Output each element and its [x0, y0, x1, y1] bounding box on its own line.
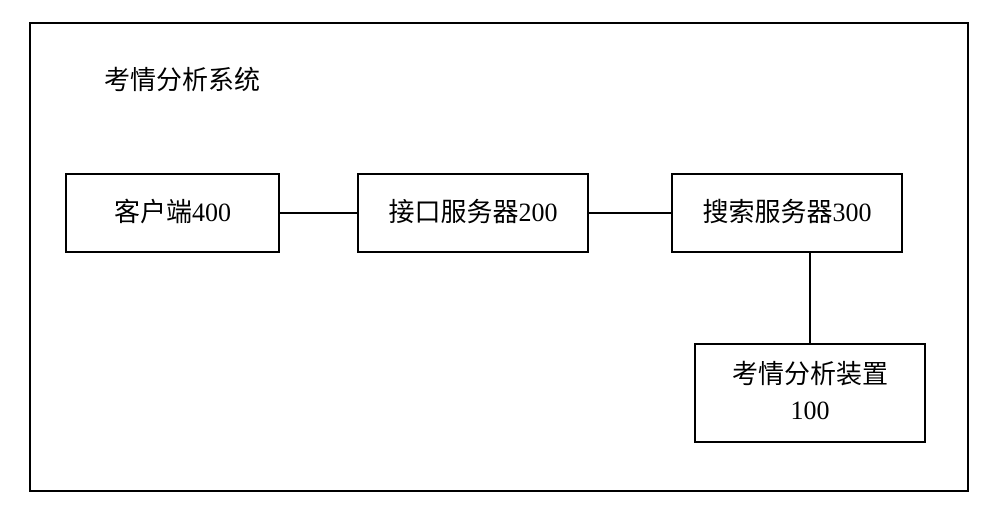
node-device-label-line1: 考情分析装置 — [732, 357, 888, 393]
edge-interface-search — [589, 212, 671, 214]
node-interface-server: 接口服务器200 — [357, 173, 589, 253]
node-client-label: 客户端400 — [114, 195, 231, 231]
node-search-server: 搜索服务器300 — [671, 173, 903, 253]
edge-client-interface — [280, 212, 357, 214]
edge-search-device — [809, 253, 811, 343]
node-analysis-device: 考情分析装置 100 — [694, 343, 926, 443]
node-interface-label: 接口服务器200 — [388, 195, 557, 231]
diagram-title: 考情分析系统 — [104, 60, 260, 97]
node-client: 客户端400 — [65, 173, 280, 253]
node-search-label: 搜索服务器300 — [702, 195, 871, 231]
node-device-label-line2: 100 — [732, 393, 888, 429]
